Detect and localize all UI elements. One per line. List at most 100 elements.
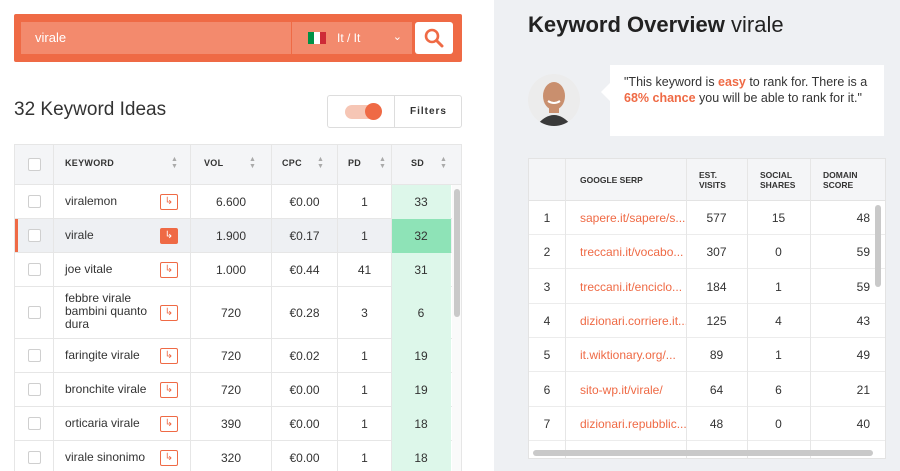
est-visits-cell: 48 [709,416,724,431]
row-checkbox[interactable] [28,383,41,396]
vol-cell: 720 [220,383,242,397]
open-keyword-icon[interactable]: ↳ [160,228,178,244]
header-line: DOMAIN [823,170,858,180]
serp-url-link[interactable]: it.wiktionary.org/... [580,348,676,363]
search-input[interactable]: virale [21,22,291,54]
header-sd[interactable]: SD [411,158,425,168]
scrollbar-thumb[interactable] [875,205,881,287]
keyword-cell: virale [65,228,94,242]
est-visits-cell: 307 [706,245,727,260]
table-row[interactable]: viralemon ↳ 6.600 €0.00 1 33 [15,185,461,219]
domain-score-cell: 49 [856,348,870,363]
row-checkbox[interactable] [28,195,41,208]
keyword-cell: virale sinonimo [65,450,146,464]
row-checkbox[interactable] [28,417,41,430]
row-checkbox[interactable] [28,349,41,362]
header-keyword[interactable]: KEYWORD [65,158,115,168]
serp-url-link[interactable]: treccani.it/enciclo... [580,279,683,294]
sort-icon[interactable]: ▲ ▼ [249,156,256,170]
row-checkbox[interactable] [28,306,41,319]
rank-cell: 2 [543,245,551,260]
chevron-down-icon: ⌄ [392,31,402,43]
cpc-cell: €0.44 [289,263,320,277]
vol-cell: 720 [220,349,242,363]
open-keyword-icon[interactable]: ↳ [160,416,178,432]
serp-url-link[interactable]: sito-wp.it/virale/ [580,382,663,397]
keyword-ideas-panel: virale It / It ⌄ 32 Keyword Ideas Filter… [14,14,462,471]
sort-icon[interactable]: ▲ ▼ [171,156,178,170]
social-shares-cell: 4 [775,313,782,328]
est-visits-cell: 577 [706,211,727,225]
sd-cell: 19 [414,383,428,397]
header-cpc[interactable]: CPC [282,158,302,168]
select-all-checkbox[interactable] [28,158,41,171]
scrollbar-thumb[interactable] [454,189,460,317]
est-visits-cell: 64 [709,382,724,397]
column-divider [53,145,54,471]
header-line: SOCIAL [760,170,793,180]
domain-score-cell: 59 [856,245,870,260]
pd-cell: 1 [361,195,368,209]
header-vol[interactable]: VOL [204,158,224,168]
cpc-cell: €0.00 [289,195,320,209]
language-label: It / It [337,31,361,45]
cpc-cell: €0.00 [289,451,320,465]
serp-row: 1 sapere.it/sapere/s... 577 15 48 [529,201,885,235]
serp-table: GOOGLE SERP EST. VISITS SOCIAL SHARES DO… [528,158,886,459]
row-checkbox[interactable] [28,451,41,464]
sd-cell-bg [391,407,451,441]
serp-row: 3 treccani.it/enciclo... 184 1 59 [529,270,885,304]
table-row[interactable]: bronchite virale ↳ 720 €0.00 1 19 [15,373,461,407]
sort-icon[interactable]: ▲ ▼ [317,156,324,170]
open-keyword-icon[interactable]: ↳ [160,348,178,364]
rank-cell: 6 [543,382,551,397]
scrollbar-track [452,185,461,471]
pd-cell: 1 [361,417,368,431]
divider [394,96,395,127]
filters-button[interactable]: Filters [409,106,447,117]
row-checkbox[interactable] [28,229,41,242]
table-row[interactable]: febbre virale bambini quanto dura ↳ 720 €0.… [15,287,461,339]
sort-icon[interactable]: ▲ ▼ [379,156,386,170]
open-keyword-icon[interactable]: ↳ [160,450,178,466]
filter-toggle[interactable] [345,103,382,120]
open-keyword-icon[interactable]: ↳ [160,194,178,210]
serp-url-link[interactable]: treccani.it/vocabo... [580,245,684,260]
sd-cell: 33 [414,195,428,209]
serp-row: 2 treccani.it/vocabo... 307 0 59 [529,235,885,270]
vol-cell: 320 [220,451,242,465]
table-row[interactable]: joe vitale ↳ 1.000 €0.44 41 31 [15,253,461,287]
serp-url-link[interactable]: dizionari.corriere.it... [580,313,689,328]
header-line: SCORE [823,180,854,190]
open-keyword-icon[interactable]: ↳ [160,262,178,278]
horizontal-scrollbar-thumb[interactable] [533,450,873,456]
social-shares-cell: 1 [775,348,782,363]
serp-url-link[interactable]: dizionari.repubblic... [580,416,687,431]
language-select[interactable]: It / It ⌄ [292,22,412,54]
table-row[interactable]: virale sinonimo ↳ 320 €0.00 1 18 [15,441,461,471]
table-row[interactable]: orticaria virale ↳ 390 €0.00 1 18 [15,407,461,441]
sd-cell: 18 [414,451,428,465]
table-row[interactable]: virale ↳ 1.900 €0.17 1 32 [15,219,461,253]
keyword-overview-panel: Keyword Overview virale "This keyword is… [494,0,900,471]
header-google-serp: GOOGLE SERP [580,175,643,185]
search-button[interactable] [415,22,453,54]
vol-cell: 1.900 [215,229,247,243]
social-shares-cell: 6 [775,382,782,397]
sd-cell-bg [391,287,451,339]
toggle-knob [365,103,382,120]
row-checkbox[interactable] [28,263,41,276]
est-visits-cell: 184 [706,279,727,294]
sort-icon[interactable]: ▲ ▼ [440,156,447,170]
pd-cell: 41 [357,263,372,277]
selected-indicator [15,219,18,252]
cpc-cell: €0.28 [289,306,320,320]
social-shares-cell: 0 [775,245,782,260]
open-keyword-icon[interactable]: ↳ [160,305,178,321]
header-pd[interactable]: PD [348,158,362,168]
serp-url-link[interactable]: sapere.it/sapere/s... [580,211,686,225]
table-row[interactable]: faringite virale ↳ 720 €0.02 1 19 [15,339,461,373]
column-divider [190,145,191,471]
pd-cell: 1 [361,451,368,465]
open-keyword-icon[interactable]: ↳ [160,382,178,398]
